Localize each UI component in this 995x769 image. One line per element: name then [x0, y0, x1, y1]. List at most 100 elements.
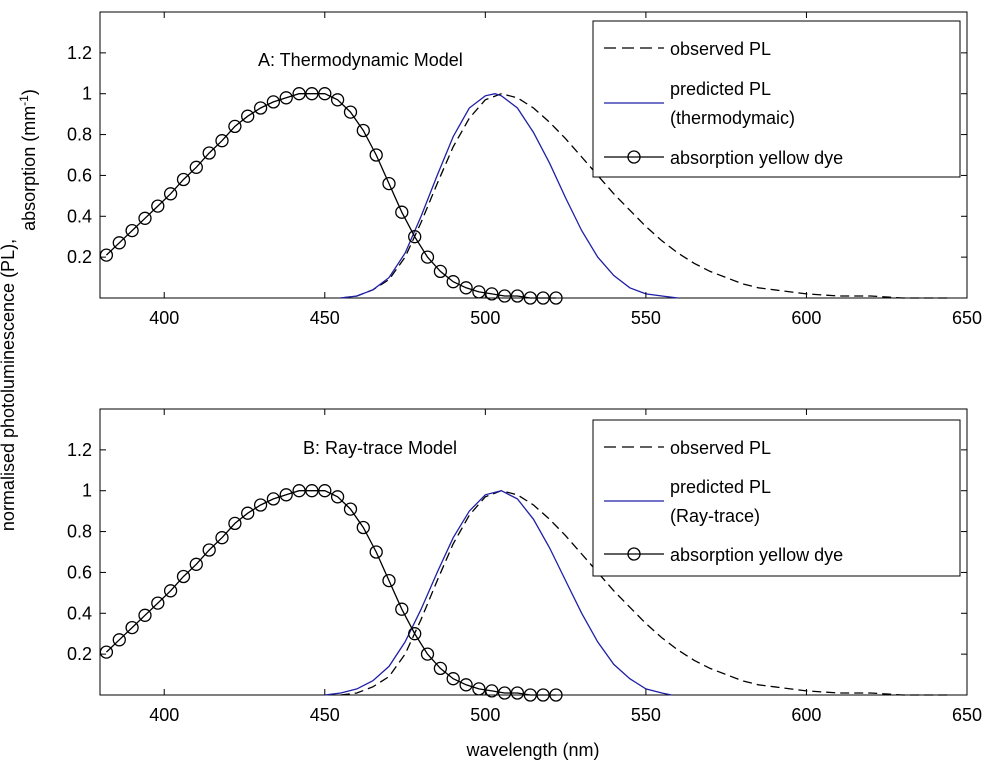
panel-b-absorption-point [408, 627, 422, 641]
panel-a-absorption-point [253, 101, 268, 115]
panel-a-absorption-point [446, 275, 460, 289]
panel-b-absorption-point [510, 686, 525, 700]
panel-b-absorption-point [318, 484, 332, 498]
shared-ylabel-line-1: normalised photoluminescence (PL), [0, 239, 18, 531]
panel-a-ytick-label: 0.4 [67, 206, 92, 226]
panel-a-absorption-point [549, 291, 563, 305]
panel-b-absorption-point [202, 543, 216, 557]
panel-a-absorption-point [138, 211, 152, 225]
panel-b-xtick-label: 450 [310, 705, 340, 725]
panel-b-absorption-point [305, 484, 319, 498]
panel-b-series-0-line [340, 490, 951, 696]
panel-b-absorption-point [241, 506, 255, 520]
panel-a-absorption-point [408, 230, 422, 244]
panel-a-absorption-point [292, 87, 306, 101]
panel-b-absorption-point [112, 633, 126, 647]
panel-a-absorption-point [497, 289, 512, 303]
panel-a-ytick-label: 0.2 [67, 247, 92, 267]
panel-b-absorption-point [382, 573, 396, 588]
panel-b-ytick-label: 1 [82, 481, 92, 501]
panel-a-absorption-point [241, 109, 255, 123]
panel-b-absorption-point [176, 569, 191, 584]
panel-a-absorption-point [215, 134, 229, 148]
panel-a-absorption-point [112, 236, 126, 250]
panel-b-absorption-point [497, 686, 512, 700]
panel-a-absorption-point [202, 146, 216, 160]
panel-a-ytick-label: 0.6 [67, 165, 92, 185]
panel-a-xtick-label: 550 [631, 308, 661, 328]
panel-b-legend-absorption-marker [627, 547, 641, 561]
panel-b-absorption-point [279, 488, 293, 502]
panel-a-absorption-point [472, 285, 486, 299]
panel-b-series-2-line [105, 490, 556, 696]
panel-b-absorption-point [215, 531, 229, 545]
panel-a-series-2-line [105, 93, 556, 299]
shared-ylabel-close: ) [19, 89, 39, 95]
panel-a-series-1-line [340, 93, 679, 299]
shared-ylabel-sup: -1 [17, 95, 31, 106]
panel-b-xtick-label: 500 [470, 705, 500, 725]
panel-b-xtick-label: 400 [149, 705, 179, 725]
panel-a-legend-absorption-marker [627, 150, 641, 164]
panel-a-legend-predicted-label-2: (thermodymaic) [670, 108, 795, 128]
panel-b-ytick-label: 0.6 [67, 562, 92, 582]
panel-a-absorption-point [125, 223, 139, 238]
panel-b-marks [99, 484, 951, 702]
panel-a-absorption-point [523, 291, 537, 305]
panel-a-absorption-point [343, 105, 358, 119]
panel-a-absorption-point [510, 289, 525, 303]
panel-a-absorption-point [330, 93, 345, 107]
panel-a-absorption-point [369, 148, 383, 162]
panel-b-series-1-line [324, 490, 672, 696]
panel-b-absorption-point [138, 608, 152, 622]
shared-ylabel: normalised photoluminescence (PL), [0, 239, 18, 531]
panel-a: 400 450 500 550 600 650 0.2 0.4 0.6 0.8 1 1.2 A: Th… [67, 11, 982, 328]
panel-a-absorption-point [99, 248, 114, 262]
panel-a-xtick-label: 650 [952, 308, 982, 328]
panel-a-title: A: Thermodynamic Model [258, 50, 463, 70]
panel-b-absorption-point [459, 678, 473, 692]
panel-b: 400 450 500 550 600 650 0.2 0.4 0.6 0.8 1 1.2 B: Ra… [67, 408, 982, 725]
panel-a-marks [99, 87, 951, 305]
panel-b-absorption-point [228, 516, 242, 531]
panel-a-absorption-point [356, 123, 370, 138]
panel-a-legend: observed PL predicted PL (thermodymaic) … [592, 20, 961, 178]
panel-b-absorption-point [189, 557, 203, 571]
panel-a-xtick-label: 450 [310, 308, 340, 328]
panel-b-title: B: Ray-trace Model [303, 438, 457, 458]
panel-a-absorption-point [176, 172, 191, 187]
panel-b-ytick-label: 0.2 [67, 644, 92, 664]
panel-a-xtick-label: 400 [149, 308, 179, 328]
panel-b-xtick-label: 550 [631, 705, 661, 725]
panel-a-absorption-point [228, 119, 242, 134]
panel-b-absorption-point [433, 661, 448, 676]
panel-b-ytick-label: 1.2 [67, 440, 92, 460]
panel-a-absorption-point [420, 250, 435, 264]
panel-a-absorption-point [151, 199, 165, 213]
panel-a-legend-predicted-label-1: predicted PL [670, 79, 771, 99]
shared-ylabel-2: absorption (mm-1) [17, 89, 39, 231]
panel-a-absorption-point [266, 95, 281, 109]
panel-a-absorption-point [189, 160, 203, 174]
panel-b-absorption-point [151, 596, 165, 610]
panel-a-absorption-point [459, 281, 473, 295]
panel-b-absorption-point [356, 520, 370, 535]
panel-a-absorption-point [536, 291, 550, 305]
panel-b-ticks: 400 450 500 550 600 650 0.2 0.4 0.6 0.8 1 1.2 [67, 409, 982, 725]
panel-b-absorption-point [292, 484, 306, 498]
panel-a-absorption-point [318, 87, 332, 101]
panel-a-absorption-point [395, 205, 409, 219]
panel-a-legend-observed-label: observed PL [670, 39, 771, 59]
panel-a-series-0-line [340, 93, 951, 299]
panel-b-absorption-point [446, 672, 460, 686]
panel-a-absorption-point [163, 187, 178, 201]
panel-b-legend-predicted-label-1: predicted PL [670, 477, 771, 497]
x-axis-label: wavelength (nm) [465, 740, 599, 760]
panel-a-legend-box [592, 20, 961, 178]
panel-b-absorption-point [523, 688, 537, 702]
panel-b-absorption-point [253, 498, 268, 512]
panel-b-absorption-point [395, 602, 409, 616]
panel-b-legend: observed PL predicted PL (Ray-trace) abs… [592, 419, 961, 577]
panel-b-absorption-point [369, 545, 383, 559]
